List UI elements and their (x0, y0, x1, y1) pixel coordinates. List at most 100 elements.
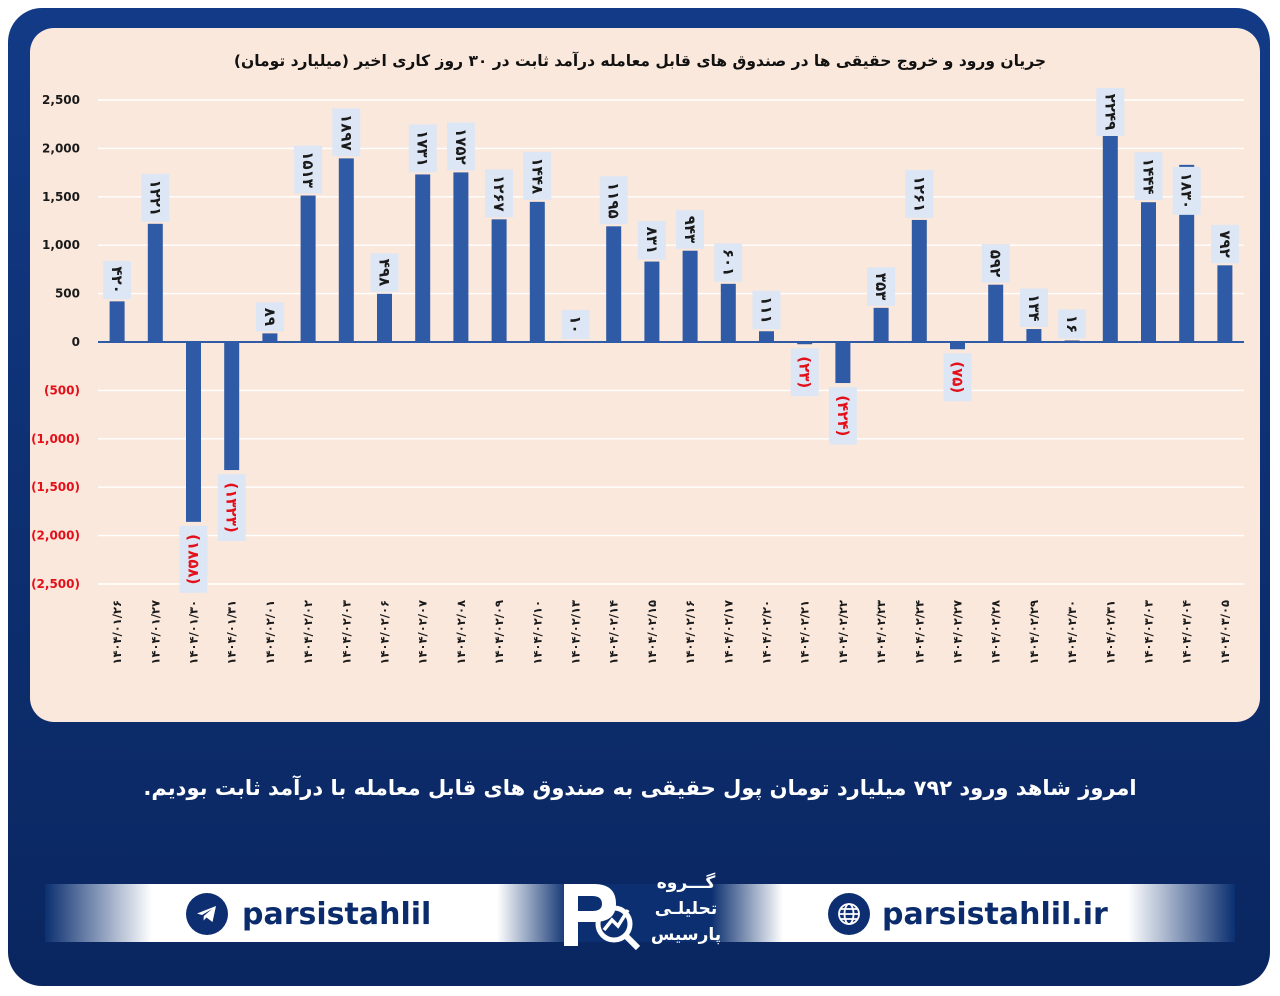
summary-text: امروز شاهد ورود ۷۹۲ میلیارد تومان پول حق… (143, 776, 1137, 800)
logo-mark-icon (564, 884, 641, 951)
value-label-box (676, 210, 705, 249)
bar (1141, 202, 1156, 342)
x-tick-label: ۱۴۰۴/۰۱/۳۱ (225, 600, 239, 665)
value-label-box (179, 525, 208, 593)
value-label: ۳۵۳ (867, 267, 896, 306)
x-tick-label: ۱۴۰۴/۰۲/۲۸ (989, 600, 1003, 665)
y-tick-label: (1,000) (31, 432, 80, 446)
value-label-box (790, 348, 819, 397)
value-label-box (408, 124, 437, 173)
value-label-text: ۳۵۳ (872, 273, 890, 300)
x-tick-label: ۱۴۰۴/۰۲/۰۷ (416, 600, 430, 665)
x-tick-label: ۱۴۰۴/۰۲/۲۲ (836, 600, 850, 665)
x-tick-label: ۱۴۰۴/۰۲/۱۷ (721, 600, 735, 665)
value-label: ۱۵۱۳ (294, 145, 323, 194)
value-label-box (905, 169, 934, 218)
x-tick-label: ۱۴۰۴/۰۲/۱۰ (530, 600, 544, 665)
value-label: ۲۲۴۹ (1096, 88, 1125, 136)
bar (109, 301, 125, 342)
value-label: ۱۶ (1058, 309, 1087, 339)
value-label-box (370, 253, 399, 292)
x-tick-label: ۱۴۰۴/۰۲/۰۸ (454, 600, 468, 665)
value-label-text: ۸۹ (261, 308, 279, 326)
value-label-text: ۱۵۱۳ (299, 151, 317, 188)
x-tick-label: ۱۴۰۴/۰۲/۲۱ (798, 600, 812, 665)
x-tick-label: ۱۴۰۴/۰۲/۱۳ (569, 600, 583, 665)
brand-logo: گـــروه تحلیلـی پارسیس (536, 868, 746, 958)
value-label-text: ۵۹۲ (987, 250, 1005, 277)
value-label-box (637, 221, 666, 260)
value-label-box (294, 145, 323, 194)
bar (529, 201, 545, 342)
value-label-box (446, 122, 475, 171)
bar (415, 174, 431, 342)
value-label-text: ۲۲۴۹ (1101, 94, 1119, 131)
value-label-box (981, 244, 1010, 283)
bar (338, 158, 354, 342)
value-label: ۱۱۱ (752, 290, 781, 330)
bar (873, 307, 889, 342)
x-tick-label: ۱۴۰۴/۰۳/۰۵ (1218, 600, 1232, 665)
value-label-text: (۲۳) (796, 356, 814, 388)
telegram-icon (186, 893, 228, 935)
value-label-text: ۱۲۶۱ (910, 176, 928, 213)
y-tick-label: 500 (55, 287, 80, 301)
value-label-box (1172, 166, 1201, 215)
x-tick-label: ۱۴۰۴/۰۲/۱۵ (645, 600, 659, 665)
value-label: ۱۲۶۷ (485, 169, 514, 218)
value-label-box (561, 310, 590, 340)
value-label: (۲۳) (790, 348, 819, 397)
logo-text: گـــروه تحلیلـی پارسیس (638, 870, 734, 948)
value-label-box (255, 302, 284, 332)
value-label-text: ۱۶ (1063, 315, 1081, 333)
value-label: ۷۹۲ (1210, 224, 1239, 264)
value-label: (۷۵) (943, 353, 972, 402)
x-tick-label: ۱۴۰۴/۰۲/۱۴ (607, 600, 621, 665)
value-labels: ۴۲۰ ۱۲۲۱ (۱۸۵۸) (۱۳۲۳) ۸۹ ۱۵۱۳ ۱۸۹۷ ۴۹۸ ۱۷۳۱ ۱۷۵۲… (103, 88, 1239, 593)
website-link[interactable]: parsistahlil.ir (828, 892, 1108, 936)
value-label-text: ۱۲۲۱ (146, 179, 164, 216)
bar (988, 284, 1004, 342)
value-label: ۶۰۱ (714, 243, 743, 282)
value-label-box (752, 290, 781, 330)
value-label-text: (۴۲۴) (834, 395, 852, 436)
value-label: (۱۳۲۳) (217, 474, 246, 542)
x-tick-label: ۱۴۰۴/۰۱/۳۰ (187, 600, 201, 665)
footer-band (45, 884, 1235, 942)
value-label: ۵۹۲ (981, 244, 1010, 283)
telegram-handle: parsistahlil (242, 896, 432, 932)
bar (491, 219, 507, 342)
value-label-text: (۱۸۵۸) (185, 534, 203, 584)
value-label-text: ۹۴۳ (681, 216, 699, 243)
logo-line-2: تحلیلـی (654, 899, 718, 919)
bar (835, 342, 851, 384)
bar (720, 283, 736, 342)
value-label-text: ۱۱۱ (758, 296, 776, 323)
bar (644, 261, 660, 342)
value-label-box (1210, 224, 1239, 264)
value-label-text: ۱۰ (567, 315, 585, 333)
x-tick-label: ۱۴۰۴/۰۲/۰۶ (378, 600, 392, 665)
x-tick-label: ۱۴۰۴/۰۳/۰۴ (1180, 600, 1194, 665)
value-label-box (867, 267, 896, 306)
value-label-box (217, 474, 246, 542)
bar (682, 250, 698, 342)
bar (759, 331, 774, 342)
value-label: ۱۳۴ (1019, 288, 1048, 328)
x-axis-labels: ۱۴۰۴/۰۱/۲۶ ۱۴۰۴/۰۱/۲۷ ۱۴۰۴/۰۱/۳۰ ۱۴۰۴/۰۱/۳۱… (110, 600, 1232, 665)
globe-icon (828, 893, 870, 935)
value-label: (۴۲۴) (828, 387, 857, 445)
y-tick-label: (2,500) (31, 577, 80, 591)
value-label-text: ۱۲۶۷ (490, 175, 508, 212)
value-label: ۱۸۳۰ (1172, 166, 1201, 215)
telegram-link[interactable]: parsistahlil (186, 892, 431, 936)
y-tick-label: 1,000 (42, 238, 80, 252)
x-tick-label: ۱۴۰۴/۰۲/۲۰ (760, 600, 774, 665)
bar (797, 342, 813, 345)
value-label: ۱۷۳۱ (408, 124, 437, 173)
y-tick-label: (1,500) (31, 480, 80, 494)
x-tick-label: ۱۴۰۴/۰۲/۲۳ (874, 600, 888, 665)
value-label-box (523, 151, 552, 200)
value-label: ۱۴۴۴ (1134, 152, 1163, 201)
value-label-box (1019, 288, 1048, 328)
